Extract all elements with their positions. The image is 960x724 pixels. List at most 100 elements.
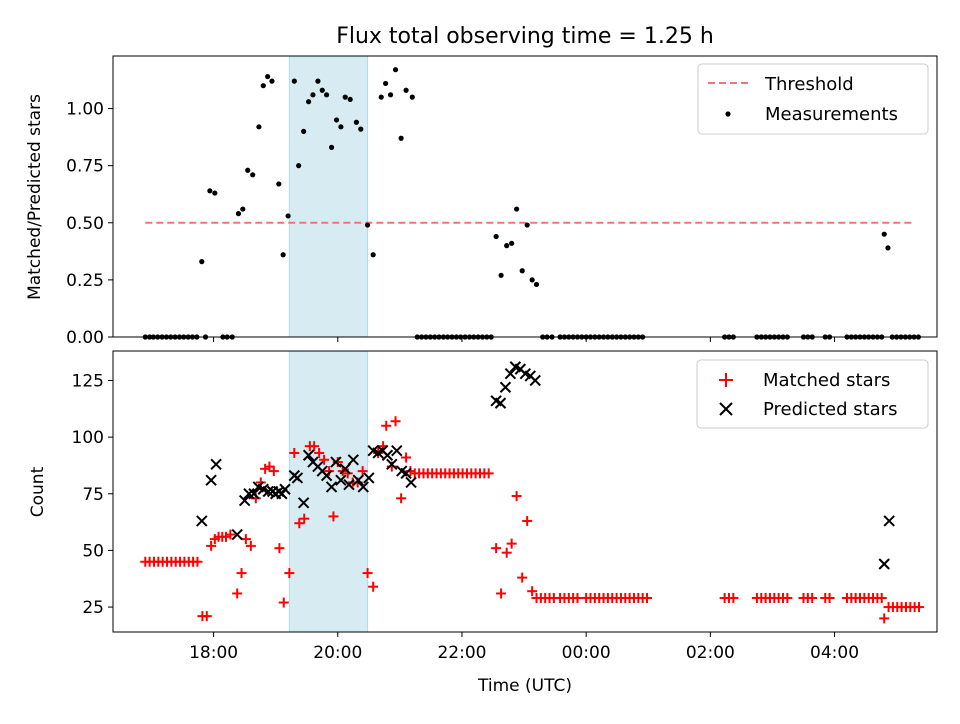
measurement-point	[280, 252, 286, 258]
predicted-stars-points	[196, 361, 895, 570]
predicted-star-point	[320, 469, 333, 482]
predicted-star-point	[335, 474, 347, 486]
measurement-point	[212, 190, 218, 196]
matched-star-point	[332, 457, 343, 468]
bottom-y-tick-label: 125	[72, 371, 104, 391]
matched-star-point	[314, 447, 325, 458]
bottom-y-tick-label: 50	[82, 541, 104, 561]
measurement-point	[245, 167, 251, 173]
predicted-star-point	[494, 397, 507, 409]
legend-predicted-label: Predicted stars	[763, 399, 897, 420]
bottom-panel: 25 50 75 100 125 18:00 20:00 22:00 00:00 02:00 04…	[28, 350, 938, 696]
matched-star-point	[232, 588, 243, 599]
top-y-tick-label: 0.00	[66, 328, 104, 348]
matched-star-point	[879, 613, 890, 624]
measurement-point	[514, 206, 520, 212]
measurement-point	[328, 144, 335, 150]
matched-star-point	[221, 531, 232, 542]
measurement-point	[305, 99, 312, 105]
matched-star-point	[876, 593, 887, 604]
matched-star-point	[268, 466, 279, 477]
matched-star-point	[362, 568, 373, 579]
bottom-shaded-span	[288, 350, 369, 633]
top-y-tick-label: 0.25	[66, 271, 104, 291]
x-tick-label: 18:00	[189, 643, 238, 663]
chart-title: Flux total observing time = 1.25 h	[336, 24, 714, 49]
measurement-point	[250, 172, 256, 178]
matched-star-point	[245, 540, 256, 551]
bottom-y-ticks: 25 50 75 100 125	[72, 371, 113, 618]
measurement-point	[504, 243, 510, 249]
predicted-star-point	[883, 515, 895, 527]
matched-star-point	[491, 543, 502, 554]
measurement-point	[260, 83, 266, 89]
measurement-point	[347, 96, 353, 103]
matched-star-point	[572, 593, 583, 604]
matched-star-point	[264, 461, 275, 472]
top-axes-frame	[112, 55, 938, 338]
x-tick-label: 20:00	[313, 643, 362, 663]
measurement-point	[296, 163, 302, 169]
predicted-star-point	[248, 488, 260, 500]
measurement-point	[358, 126, 364, 132]
matched-star-point	[260, 463, 271, 474]
predicted-star-point	[231, 528, 243, 541]
predicted-star-point	[297, 497, 310, 509]
predicted-star-point	[504, 367, 517, 380]
top-panel: 0.00 0.25 0.50 0.75 1.00 Matched/Predicted s…	[25, 55, 938, 348]
matched-star-point	[527, 586, 538, 597]
measurement-point	[382, 80, 389, 87]
predicted-star-point	[499, 381, 512, 393]
matched-star-point	[309, 441, 320, 452]
predicted-star-point	[363, 472, 375, 484]
bottom-y-tick-label: 75	[82, 485, 104, 505]
measurement-point	[498, 272, 504, 278]
matched-star-point	[328, 511, 339, 522]
measurement-point	[533, 281, 540, 288]
bottom-y-tick-label: 100	[72, 428, 104, 448]
matched-star-point	[368, 581, 379, 592]
top-shaded-span-rect	[288, 55, 369, 338]
matched-star-point	[913, 602, 924, 613]
predicted-star-point	[205, 474, 217, 486]
predicted-star-point	[529, 374, 541, 387]
matched-star-point	[517, 572, 528, 583]
measurement-point	[291, 78, 297, 84]
matched-star-point	[299, 513, 310, 524]
matched-star-point	[294, 518, 305, 529]
measurement-point	[256, 124, 262, 130]
measurement-point	[319, 87, 325, 93]
predicted-star-point	[391, 445, 403, 457]
measurement-point	[392, 67, 399, 73]
bottom-y-axis-label: Count	[28, 466, 48, 517]
measurement-point	[342, 94, 348, 100]
matched-star-point	[192, 556, 203, 567]
bottom-x-ticks: 18:00 20:00 22:00 00:00 02:00 04:00	[189, 632, 859, 663]
matched-star-point	[496, 588, 507, 599]
predicted-star-point	[381, 449, 394, 461]
measurement-point	[387, 92, 394, 98]
legend-measurements-label: Measurements	[765, 104, 898, 125]
top-legend-box	[697, 63, 929, 135]
measurement-point	[265, 73, 271, 80]
measurement-point	[519, 268, 525, 274]
predicted-star-point	[238, 494, 251, 507]
top-legend: Threshold Measurements	[697, 63, 929, 135]
measurement-point	[324, 92, 330, 98]
measurement-point	[207, 188, 213, 194]
matched-star-point	[824, 593, 835, 604]
measurement-point	[199, 259, 205, 265]
measurement-point	[269, 78, 275, 84]
measurement-point	[370, 252, 376, 258]
predicted-star-point	[343, 478, 355, 491]
legend-predicted-swatch	[719, 402, 733, 416]
measurement-point	[310, 92, 316, 98]
matched-star-point	[728, 593, 739, 604]
matched-star-point	[782, 593, 793, 604]
legend-threshold-label: Threshold	[764, 74, 854, 95]
measurement-point	[881, 231, 887, 237]
bottom-shaded-span-rect	[288, 350, 369, 633]
measurement-point	[885, 245, 891, 251]
predicted-star-point	[352, 474, 364, 486]
top-y-ticks: 0.00 0.25 0.50 0.75 1.00	[66, 100, 113, 348]
